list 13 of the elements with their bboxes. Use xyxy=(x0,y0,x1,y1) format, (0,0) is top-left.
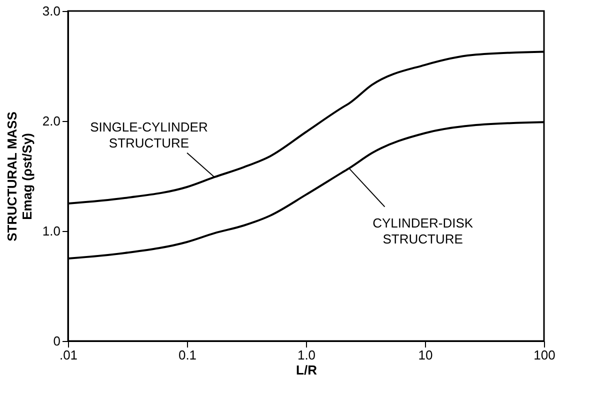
x-axis-title: L/R xyxy=(296,362,318,378)
y-axis-title: STRUCTURAL MASS Emag (ρst/Sy) xyxy=(4,111,34,242)
y-tick-label: 1.0 xyxy=(42,224,60,238)
x-tick-label: 10 xyxy=(418,348,433,362)
x-tick-label: 0.1 xyxy=(178,348,197,362)
y-tick-label: 2.0 xyxy=(42,114,60,128)
x-tick-label: 100 xyxy=(534,348,556,362)
x-tick-label: .01 xyxy=(59,348,78,362)
annotation: CYLINDER-DISK STRUCTURE xyxy=(372,215,474,246)
annotation: SINGLE-CYLINDER STRUCTURE xyxy=(90,120,208,151)
x-tick-label: 1.0 xyxy=(297,348,316,362)
y-tick-label: 0 xyxy=(53,334,60,348)
y-tick-label: 3.0 xyxy=(42,4,60,18)
